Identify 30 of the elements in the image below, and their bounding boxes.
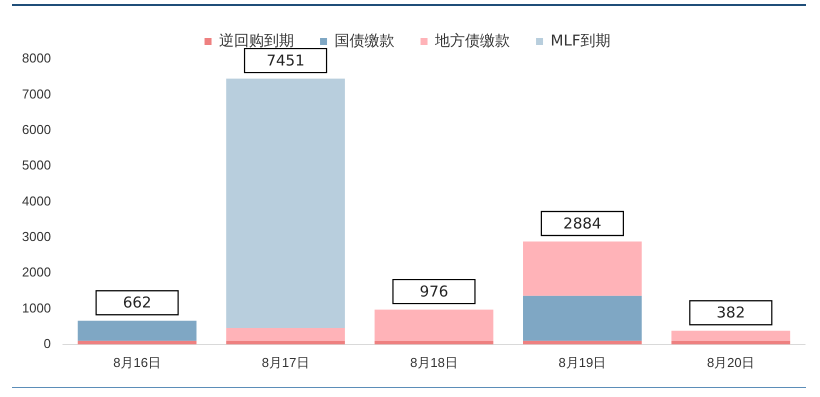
y-tick-label: 1000 <box>22 300 51 316</box>
x-tick-label: 8月17日 <box>262 354 310 370</box>
y-tick-label: 7000 <box>22 86 51 102</box>
y-tick-label: 8000 <box>22 50 51 66</box>
y-tick-label: 2000 <box>22 264 51 280</box>
y-tick-label: 5000 <box>22 158 51 173</box>
total-label: 662 <box>122 294 152 312</box>
bar <box>226 78 345 328</box>
total-label: 976 <box>420 282 448 300</box>
y-tick-label: 4000 <box>22 193 51 208</box>
x-tick-label: 8月20日 <box>706 354 755 370</box>
legend-label: 国债缴款 <box>334 31 395 50</box>
legend-label: 地方债缴款 <box>434 31 510 50</box>
bar <box>523 296 642 341</box>
y-tick-label: 3000 <box>22 228 51 244</box>
x-tick-label: 8月18日 <box>410 354 458 370</box>
bar <box>671 330 790 341</box>
bar <box>78 320 196 341</box>
legend-label: MLF到期 <box>550 31 610 50</box>
y-tick-label: 0 <box>44 336 51 351</box>
legend-label: 逆回购到期 <box>219 31 294 50</box>
total-label: 7451 <box>266 51 305 70</box>
total-label: 382 <box>716 304 746 322</box>
x-tick-label: 8月19日 <box>558 354 606 370</box>
bar <box>226 328 345 341</box>
bar <box>523 242 642 296</box>
total-label: 2884 <box>563 214 602 232</box>
y-tick-label: 6000 <box>22 122 51 137</box>
bar <box>374 310 494 341</box>
x-tick-label: 8月16日 <box>113 354 161 370</box>
